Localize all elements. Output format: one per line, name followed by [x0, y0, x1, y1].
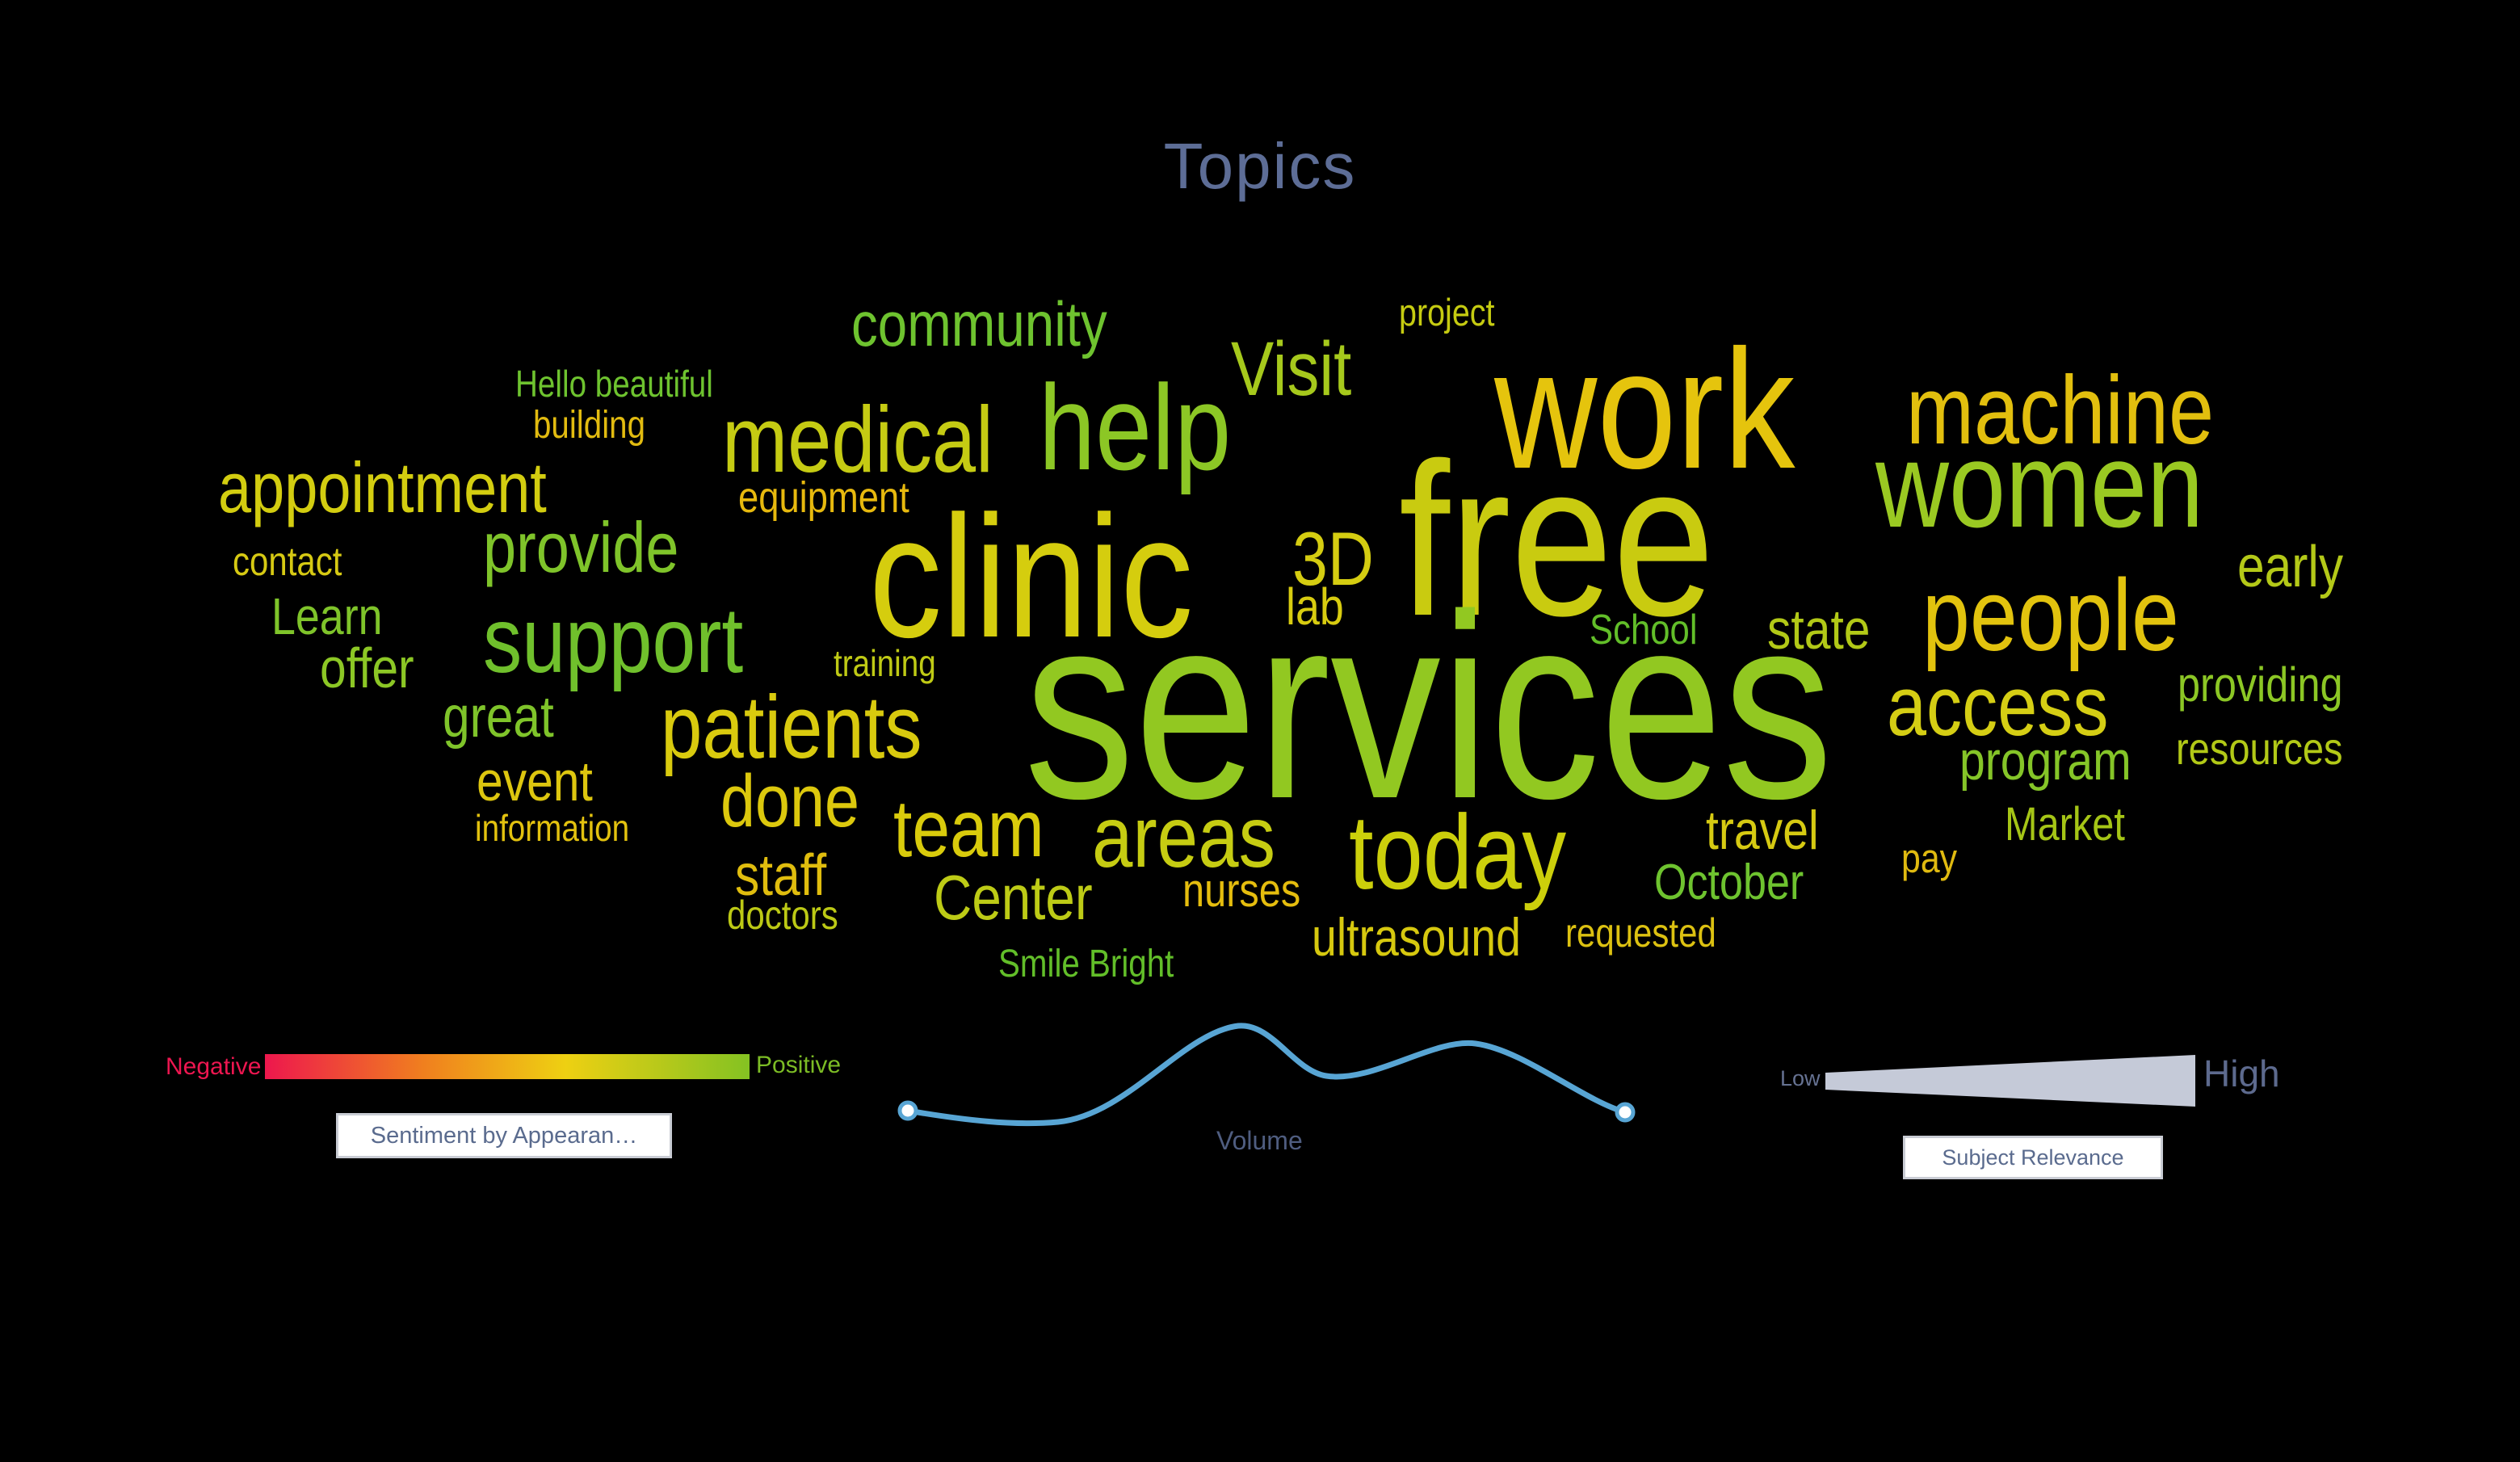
- cloud-word-people[interactable]: people: [1922, 558, 2179, 672]
- cloud-word-nurses[interactable]: nurses: [1182, 864, 1301, 917]
- cloud-word-state[interactable]: state: [1767, 598, 1871, 661]
- cloud-word-learn[interactable]: Learn: [271, 587, 383, 645]
- cloud-word-machine[interactable]: machine: [1906, 356, 2215, 464]
- relevance-wedge: [1825, 1055, 2195, 1107]
- cloud-word-women[interactable]: women: [1875, 417, 2204, 552]
- cloud-word-providing[interactable]: providing: [2178, 657, 2343, 712]
- cloud-word-access[interactable]: access: [1887, 659, 2109, 754]
- cloud-word-appointment[interactable]: appointment: [218, 447, 547, 527]
- cloud-word-services[interactable]: services: [1024, 560, 1833, 853]
- volume-line: [905, 1023, 1628, 1127]
- cloud-word-today[interactable]: today: [1349, 792, 1567, 911]
- cloud-word-market[interactable]: Market: [2005, 798, 2125, 851]
- cloud-word-project[interactable]: project: [1399, 291, 1495, 334]
- cloud-word-program[interactable]: program: [1959, 730, 2132, 792]
- cloud-word-training[interactable]: training: [834, 642, 936, 684]
- cloud-word-building[interactable]: building: [533, 404, 645, 447]
- relevance-high-label: High: [2203, 1052, 2280, 1094]
- volume-endpoint-left: [897, 1100, 918, 1121]
- cloud-word-information[interactable]: information: [475, 807, 630, 849]
- sentiment-metric-label: Sentiment by Appearan…: [370, 1122, 638, 1149]
- volume-sparkline: [897, 1023, 1636, 1127]
- volume-label: Volume: [1216, 1126, 1303, 1155]
- cloud-word-event[interactable]: event: [477, 750, 593, 813]
- cloud-word-ultrasound[interactable]: ultrasound: [1312, 907, 1521, 967]
- relevance-low-label: Low: [1780, 1066, 1821, 1090]
- cloud-word-done[interactable]: done: [720, 760, 859, 842]
- cloud-word-help[interactable]: help: [1039, 359, 1232, 495]
- cloud-word-hello-beautiful[interactable]: Hello beautiful: [515, 363, 713, 405]
- cloud-word-travel[interactable]: travel: [1706, 800, 1819, 861]
- cloud-word-pay[interactable]: pay: [1901, 835, 1958, 881]
- cloud-word-contact[interactable]: contact: [233, 539, 342, 584]
- sentiment-gradient-bar: [265, 1054, 750, 1079]
- cloud-word-october[interactable]: October: [1654, 855, 1804, 910]
- cloud-word-doctors[interactable]: doctors: [727, 893, 838, 938]
- cloud-word-visit[interactable]: Visit: [1231, 326, 1352, 412]
- cloud-word-smile-bright[interactable]: Smile Bright: [998, 943, 1174, 985]
- cloud-word-staff[interactable]: staff: [735, 843, 827, 908]
- page-title: Topics: [1163, 130, 1357, 202]
- cloud-word-support[interactable]: support: [483, 589, 744, 692]
- cloud-word-equipment[interactable]: equipment: [738, 473, 909, 522]
- cloud-word-clinic[interactable]: clinic: [869, 479, 1194, 674]
- relevance-metric-select[interactable]: Subject Relevance: [1903, 1136, 2163, 1179]
- volume-endpoint-right: [1615, 1102, 1636, 1123]
- cloud-word-great[interactable]: great: [443, 685, 554, 750]
- sentiment-negative-label: Negative: [166, 1053, 262, 1080]
- cloud-word-offer[interactable]: offer: [320, 636, 414, 699]
- cloud-word-center[interactable]: Center: [934, 862, 1093, 933]
- relevance-metric-label: Subject Relevance: [1942, 1145, 2124, 1170]
- cloud-word-lab[interactable]: lab: [1286, 578, 1344, 636]
- cloud-word-work[interactable]: work: [1494, 314, 1796, 504]
- cloud-word-free[interactable]: free: [1399, 418, 1715, 662]
- cloud-word-requested[interactable]: requested: [1565, 910, 1716, 956]
- sentiment-metric-select[interactable]: Sentiment by Appearan…: [336, 1113, 672, 1158]
- cloud-word-school[interactable]: School: [1590, 607, 1698, 653]
- cloud-word-community[interactable]: community: [851, 288, 1107, 359]
- cloud-word-areas[interactable]: areas: [1092, 788, 1275, 885]
- cloud-word-medical[interactable]: medical: [722, 387, 993, 492]
- cloud-word-resources[interactable]: resources: [2176, 723, 2343, 774]
- cloud-word-provide[interactable]: provide: [483, 507, 679, 587]
- sentiment-positive-label: Positive: [756, 1052, 842, 1078]
- cloud-word-early[interactable]: early: [2237, 535, 2344, 599]
- cloud-word-3d[interactable]: 3D: [1292, 516, 1374, 601]
- cloud-word-patients[interactable]: patients: [661, 678, 922, 777]
- cloud-word-team[interactable]: team: [893, 784, 1044, 874]
